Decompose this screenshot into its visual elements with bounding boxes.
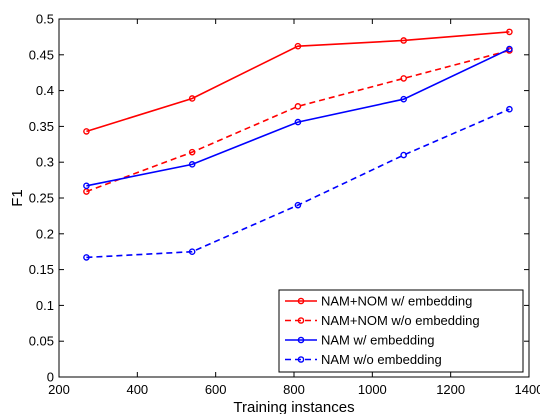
y-tick-label: 0.05 [29, 334, 54, 349]
legend-item: NAM+NOM w/o embedding [285, 313, 480, 328]
data-point [83, 182, 90, 190]
x-tick-label: 600 [205, 382, 227, 397]
x-axis-label: Training instances [233, 399, 354, 414]
data-point [83, 128, 90, 135]
y-tick-label: 0.2 [36, 226, 54, 241]
x-tick-label: 1000 [358, 382, 387, 397]
data-point [400, 37, 407, 44]
legend-swatch-marker [297, 356, 305, 363]
legend: NAM+NOM w/ embedding NAM+NOM w/o embeddin… [278, 289, 524, 373]
data-point [294, 103, 302, 110]
legend-swatch-marker [297, 336, 305, 344]
legend-item: NAM w/ embedding [285, 333, 434, 348]
series-line [86, 31, 510, 133]
series-line [86, 48, 510, 187]
series-line [86, 49, 510, 193]
data-point [400, 75, 407, 82]
x-tick-label: 200 [48, 382, 70, 397]
legend-swatch-marker [297, 317, 305, 324]
y-tick-label: 0.4 [36, 83, 54, 98]
y-tick-label: 0.3 [36, 155, 54, 170]
y-tick-label: 0.25 [29, 191, 54, 206]
y-tick-label: 0.45 [29, 47, 54, 62]
data-point [188, 248, 196, 255]
data-point [83, 254, 90, 261]
data-point [400, 95, 407, 103]
data-point [506, 45, 513, 53]
data-point [506, 105, 513, 113]
x-tick-label: 800 [283, 382, 305, 397]
axis-ticks: 200 400 600 800 1000 1200 1400 0 0.05 0.1 0.15 0.2 0… [29, 12, 540, 398]
data-point [506, 28, 513, 36]
legend-box [278, 289, 524, 373]
y-tick-label: 0.1 [36, 298, 54, 313]
legend-label: NAM w/o embedding [321, 352, 442, 367]
x-tick-label: 1400 [515, 382, 540, 397]
y-tick-label: 0.15 [29, 262, 54, 277]
y-tick-label: 0.5 [36, 12, 54, 27]
series-3 [83, 45, 513, 190]
legend-label: NAM+NOM w/ embedding [321, 294, 472, 309]
series-1 [83, 28, 513, 135]
data-point [188, 148, 196, 156]
legend-label: NAM w/ embedding [321, 333, 434, 348]
data-point [400, 151, 407, 159]
legend-label: NAM+NOM w/o embedding [321, 313, 480, 328]
data-series [83, 28, 513, 261]
legend-swatch-marker [297, 297, 305, 305]
legend-item: NAM+NOM w/ embedding [285, 294, 472, 309]
data-point [294, 42, 302, 50]
x-tick-label: 1200 [436, 382, 465, 397]
series-line [86, 108, 510, 259]
legend-item: NAM w/o embedding [285, 352, 442, 367]
data-point [188, 95, 196, 102]
x-tick-label: 400 [126, 382, 148, 397]
y-tick-label: 0 [47, 370, 54, 385]
data-point [188, 161, 196, 168]
y-axis-label: F1 [9, 189, 26, 207]
data-point [294, 201, 302, 209]
series-4 [83, 105, 513, 261]
data-point [294, 118, 302, 126]
y-tick-label: 0.35 [29, 119, 54, 134]
